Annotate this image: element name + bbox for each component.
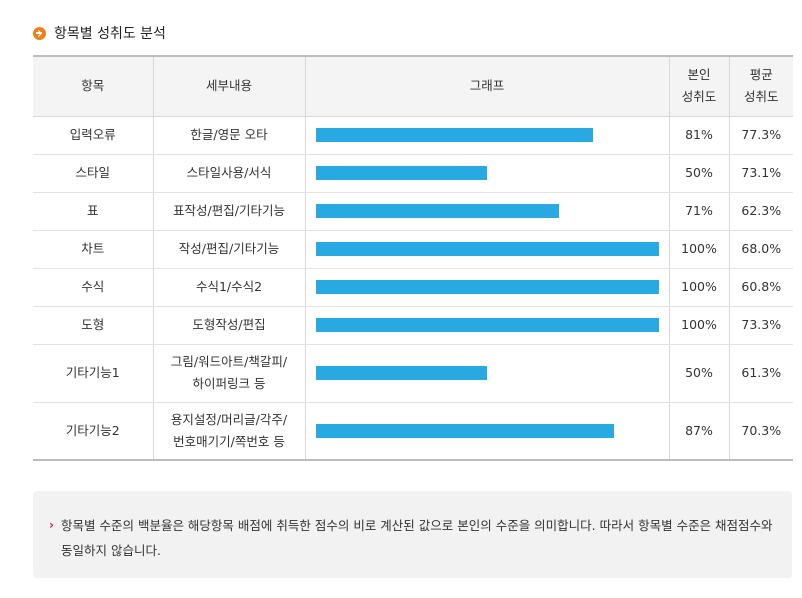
achievement-bar	[315, 423, 614, 438]
header-avg-score: 평균 성취도	[729, 56, 793, 117]
table-row: 스타일 스타일사용/서식 50% 73.1%	[33, 154, 793, 193]
achievement-bar	[315, 204, 560, 218]
cell-graph	[305, 192, 670, 231]
cell-detail-line: 도형작성/편집	[192, 317, 266, 332]
cell-detail: 작성/편집/기타기능	[153, 230, 306, 269]
cell-detail-line: 스타일사용/서식	[186, 165, 272, 180]
cell-graph	[305, 116, 670, 155]
bar-track	[315, 318, 659, 332]
cell-detail-line: 작성/편집/기타기능	[178, 241, 280, 256]
cell-detail: 그림/워드아트/책갈피/하이퍼링크 등	[153, 344, 306, 403]
cell-my-score: 50%	[669, 154, 730, 193]
cell-my-score: 100%	[669, 230, 730, 269]
bar-track	[315, 204, 659, 218]
cell-my-score: 87%	[669, 402, 730, 461]
achievement-bar	[315, 366, 487, 380]
cell-detail-line: 수식1/수식2	[195, 279, 263, 294]
cell-avg-score: 70.3%	[729, 402, 793, 461]
cell-graph	[305, 154, 670, 193]
cell-detail: 표작성/편집/기타기능	[153, 192, 306, 231]
table-row: 입력오류 한글/영문 오타 81% 77.3%	[33, 116, 793, 155]
cell-avg-score: 62.3%	[729, 192, 793, 231]
cell-avg-score: 73.3%	[729, 306, 793, 345]
achievement-bar	[315, 280, 659, 294]
table-row: 차트 작성/편집/기타기능 100% 68.0%	[33, 230, 793, 269]
header-item: 항목	[33, 56, 154, 117]
cell-avg-score: 61.3%	[729, 344, 793, 403]
cell-graph	[305, 306, 670, 345]
header-detail: 세부내용	[153, 56, 306, 117]
cell-detail: 수식1/수식2	[153, 268, 306, 307]
table-row: 기타기능1 그림/워드아트/책갈피/하이퍼링크 등 50% 61.3%	[33, 344, 793, 403]
achievement-bar	[315, 318, 659, 332]
cell-avg-score: 68.0%	[729, 230, 793, 269]
cell-my-score: 71%	[669, 192, 730, 231]
chevron-right-icon: ›	[49, 518, 54, 532]
cell-item: 표	[33, 192, 154, 231]
cell-avg-score: 60.8%	[729, 268, 793, 307]
table-body: 입력오류 한글/영문 오타 81% 77.3% 스타일 스타일사용/서식 50% 73.1% 표…	[33, 116, 793, 461]
cell-detail-line: 하이퍼링크 등	[192, 376, 266, 391]
cell-detail-line: 한글/영문 오타	[190, 127, 268, 142]
cell-detail-line: 표작성/편집/기타기능	[173, 203, 285, 218]
cell-my-score: 100%	[669, 268, 730, 307]
cell-item: 기타기능1	[33, 344, 154, 403]
bar-track	[315, 280, 659, 294]
cell-item: 기타기능2	[33, 402, 154, 461]
cell-graph	[305, 230, 670, 269]
bar-track	[315, 128, 659, 142]
arrow-right-circle-icon	[33, 26, 46, 40]
cell-item: 수식	[33, 268, 154, 307]
cell-item: 차트	[33, 230, 154, 269]
header-avg-score-line2: 성취도	[743, 89, 779, 105]
bar-track	[315, 242, 659, 256]
cell-detail-line: 그림/워드아트/책갈피/	[170, 354, 288, 369]
cell-graph	[305, 402, 670, 461]
header-avg-score-line1: 평균	[749, 67, 773, 83]
achievement-table: 항목 세부내용 그래프 본인 성취도 평균 성취도 입력오류 한글/영문 오타 81…	[33, 55, 793, 461]
section-title: 항목별 성취도 분석	[33, 22, 166, 44]
cell-my-score: 50%	[669, 344, 730, 403]
info-note: › 항목별 수준의 백분율은 해당항목 배점에 취득한 점수의 비로 계산된 값…	[33, 491, 792, 578]
bar-track	[315, 366, 659, 380]
table-row: 수식 수식1/수식2 100% 60.8%	[33, 268, 793, 307]
cell-detail: 스타일사용/서식	[153, 154, 306, 193]
table-row: 도형 도형작성/편집 100% 73.3%	[33, 306, 793, 345]
bar-track	[315, 166, 659, 180]
table-header-row: 항목 세부내용 그래프 본인 성취도 평균 성취도	[33, 56, 793, 117]
cell-item: 스타일	[33, 154, 154, 193]
cell-graph	[305, 268, 670, 307]
cell-avg-score: 73.1%	[729, 154, 793, 193]
achievement-bar	[315, 166, 487, 180]
header-my-score-line2: 성취도	[681, 89, 717, 105]
achievement-bar	[315, 128, 594, 142]
note-text: 항목별 수준의 백분율은 해당항목 배점에 취득한 점수의 비로 계산된 값으로…	[61, 518, 773, 558]
section-title-text: 항목별 성취도 분석	[54, 26, 166, 42]
cell-detail: 도형작성/편집	[153, 306, 306, 345]
header-my-score-line1: 본인	[687, 67, 711, 83]
table-row: 기타기능2 용지설정/머리글/각주/번호매기기/쪽번호 등 87% 70.3%	[33, 402, 793, 461]
cell-my-score: 81%	[669, 116, 730, 155]
cell-my-score: 100%	[669, 306, 730, 345]
table-row: 표 표작성/편집/기타기능 71% 62.3%	[33, 192, 793, 231]
header-my-score: 본인 성취도	[669, 56, 730, 117]
cell-detail: 한글/영문 오타	[153, 116, 306, 155]
cell-avg-score: 77.3%	[729, 116, 793, 155]
cell-item: 입력오류	[33, 116, 154, 155]
achievement-bar	[315, 242, 659, 256]
cell-graph	[305, 344, 670, 403]
cell-detail-line: 용지설정/머리글/각주/	[170, 411, 288, 427]
cell-item: 도형	[33, 306, 154, 345]
header-graph: 그래프	[305, 56, 670, 117]
cell-detail: 용지설정/머리글/각주/번호매기기/쪽번호 등	[153, 402, 306, 461]
cell-detail-line: 번호매기기/쪽번호 등	[173, 433, 285, 449]
bar-track	[315, 423, 659, 438]
